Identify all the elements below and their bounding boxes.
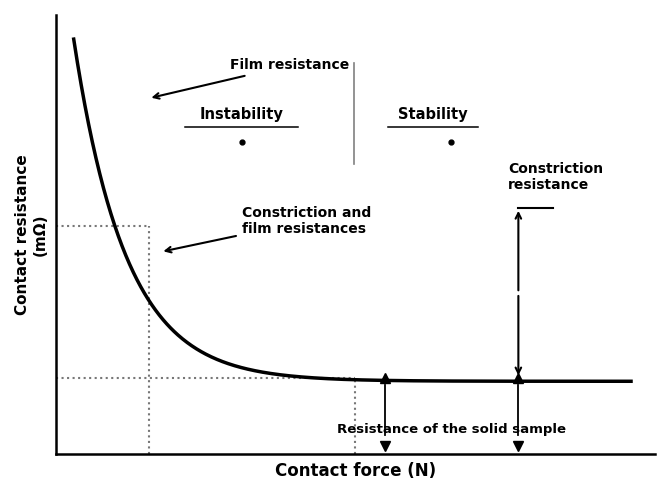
Text: Film resistance: Film resistance — [153, 58, 349, 99]
Text: Resistance of the solid sample: Resistance of the solid sample — [338, 423, 566, 436]
Text: Constriction and
film resistances: Constriction and film resistances — [165, 206, 371, 252]
Text: Stability: Stability — [399, 107, 468, 122]
X-axis label: Contact force (N): Contact force (N) — [275, 462, 436, 480]
Text: Constriction
resistance: Constriction resistance — [508, 162, 603, 193]
Y-axis label: Contact resistance
(mΩ): Contact resistance (mΩ) — [15, 154, 48, 315]
Text: Instability: Instability — [200, 107, 283, 122]
